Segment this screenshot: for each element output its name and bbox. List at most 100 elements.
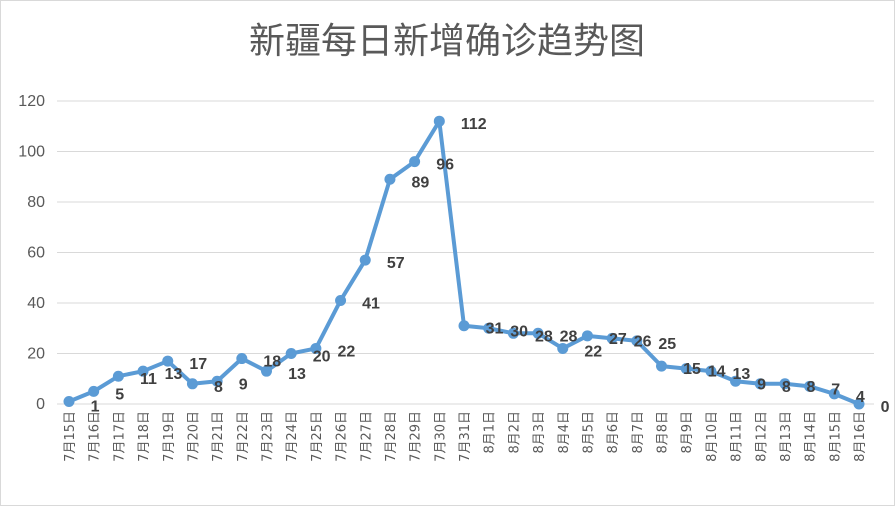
data-label: 14 bbox=[708, 364, 726, 381]
y-axis-ticks: 0 20 40 60 80 100 120 bbox=[18, 93, 45, 413]
data-label: 5 bbox=[115, 386, 124, 403]
y-tick-label: 40 bbox=[27, 295, 45, 312]
data-label: 22 bbox=[584, 343, 602, 360]
data-label: 8 bbox=[807, 379, 816, 396]
data-point bbox=[162, 355, 174, 367]
series-layer bbox=[67, 119, 861, 406]
data-point bbox=[137, 365, 149, 377]
x-tick-label: 8月14日 bbox=[804, 411, 819, 462]
data-point bbox=[112, 370, 124, 382]
x-tick-label: 8月15日 bbox=[828, 411, 843, 462]
x-tick-label: 7月31日 bbox=[458, 411, 473, 462]
x-tick-label: 7月15日 bbox=[63, 411, 78, 462]
data-point bbox=[779, 378, 791, 390]
data-point bbox=[680, 363, 692, 375]
data-label: 112 bbox=[461, 116, 487, 133]
data-point bbox=[63, 395, 75, 407]
data-point bbox=[409, 156, 421, 168]
data-point bbox=[285, 348, 297, 359]
y-tick-label: 100 bbox=[18, 144, 45, 161]
x-tick-label: 7月17日 bbox=[112, 411, 127, 462]
x-tick-label: 7月26日 bbox=[335, 411, 350, 462]
data-label: 28 bbox=[560, 328, 578, 345]
data-label: 20 bbox=[313, 349, 331, 366]
x-tick-label: 8月3日 bbox=[532, 411, 547, 454]
data-point bbox=[804, 380, 816, 392]
data-point bbox=[359, 254, 371, 266]
data-point bbox=[186, 378, 198, 390]
x-tick-label: 8月8日 bbox=[656, 411, 671, 454]
series-line bbox=[67, 119, 861, 406]
data-point bbox=[507, 327, 519, 339]
data-point bbox=[656, 360, 667, 372]
data-label: 31 bbox=[486, 321, 504, 338]
data-point bbox=[581, 330, 593, 342]
data-point bbox=[705, 365, 717, 377]
x-tick-label: 8月10日 bbox=[705, 411, 720, 462]
data-label: 13 bbox=[288, 366, 306, 383]
x-tick-label: 7月25日 bbox=[310, 411, 325, 462]
data-point bbox=[483, 322, 495, 334]
y-tick-label: 80 bbox=[27, 194, 45, 211]
x-tick-label: 7月23日 bbox=[261, 411, 276, 462]
data-label: 89 bbox=[412, 174, 430, 191]
x-tick-label: 7月16日 bbox=[88, 411, 103, 462]
data-label: 27 bbox=[609, 331, 627, 348]
x-tick-label: 8月2日 bbox=[507, 411, 522, 454]
x-tick-label: 7月30日 bbox=[433, 411, 448, 462]
data-point bbox=[828, 388, 840, 400]
data-label: 9 bbox=[757, 376, 766, 393]
x-tick-label: 8月16日 bbox=[853, 411, 868, 462]
data-label: 26 bbox=[634, 333, 652, 350]
data-label: 17 bbox=[189, 356, 207, 373]
data-point bbox=[433, 115, 445, 127]
data-label: 8 bbox=[782, 379, 791, 396]
data-label: 41 bbox=[362, 295, 380, 312]
x-axis-ticks: 7月15日 7月16日 7月17日 7月18日 7月19日 7月20日 7月21日 7月22日… bbox=[63, 411, 868, 462]
data-point bbox=[532, 327, 544, 339]
data-point bbox=[236, 353, 248, 365]
data-point bbox=[384, 173, 396, 185]
x-tick-label: 8月7日 bbox=[631, 411, 646, 454]
gridlines bbox=[57, 100, 874, 405]
y-tick-label: 20 bbox=[27, 346, 45, 363]
data-label: 57 bbox=[387, 255, 405, 272]
data-label: 0 bbox=[881, 399, 890, 416]
data-point bbox=[754, 378, 766, 390]
x-tick-label: 8月13日 bbox=[779, 411, 794, 462]
data-points bbox=[63, 115, 865, 410]
x-tick-label: 8月1日 bbox=[483, 411, 498, 454]
x-tick-label: 7月22日 bbox=[236, 411, 251, 462]
data-label: 7 bbox=[831, 381, 840, 398]
data-point bbox=[88, 385, 100, 397]
y-tick-label: 0 bbox=[36, 396, 45, 413]
data-label: 25 bbox=[658, 336, 676, 353]
x-tick-label: 8月9日 bbox=[680, 411, 695, 454]
x-tick-label: 7月24日 bbox=[285, 411, 300, 462]
x-tick-label: 7月19日 bbox=[162, 411, 177, 462]
data-point bbox=[730, 375, 742, 387]
x-tick-label: 7月29日 bbox=[409, 411, 424, 462]
data-point bbox=[335, 294, 347, 306]
x-tick-label: 8月12日 bbox=[754, 411, 769, 462]
x-tick-label: 8月6日 bbox=[606, 411, 621, 454]
data-point bbox=[211, 375, 223, 387]
x-tick-label: 7月18日 bbox=[137, 411, 152, 462]
x-tick-label: 7月28日 bbox=[384, 411, 399, 462]
x-tick-label: 7月27日 bbox=[359, 411, 374, 462]
data-point bbox=[310, 342, 322, 354]
data-label: 4 bbox=[856, 389, 865, 406]
data-label: 8 bbox=[214, 379, 223, 396]
x-tick-label: 8月4日 bbox=[557, 411, 572, 454]
data-label: 15 bbox=[683, 361, 701, 378]
y-tick-label: 120 bbox=[18, 93, 45, 110]
data-label: 96 bbox=[436, 157, 454, 174]
data-label: 11 bbox=[140, 371, 157, 388]
data-point bbox=[631, 335, 643, 347]
x-tick-label: 8月5日 bbox=[581, 411, 596, 454]
data-label: 18 bbox=[263, 354, 281, 371]
data-label: 30 bbox=[510, 323, 528, 340]
data-label: 1 bbox=[91, 398, 100, 415]
